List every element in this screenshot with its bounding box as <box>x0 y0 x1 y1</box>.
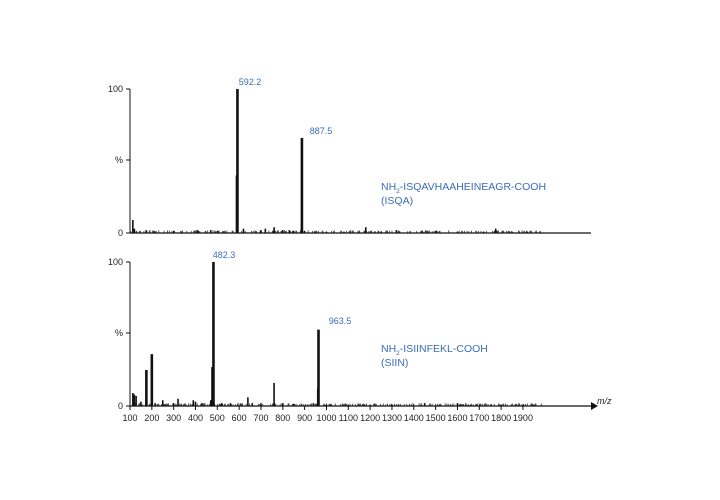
y-tick-label-0: 0 <box>118 228 123 238</box>
x-tick-label: 300 <box>166 413 181 423</box>
x-tick-label: 200 <box>144 413 159 423</box>
peak-label: 887.5 <box>310 126 333 136</box>
x-tick-label: 1100 <box>339 413 358 423</box>
peak-bars <box>132 262 542 406</box>
x-tick-label: 1600 <box>447 413 467 423</box>
peptide-subscript: 2 <box>396 188 400 195</box>
peptide-prefix: NH <box>381 343 396 355</box>
peptide-suffix: -ISQAVHAAHEINEAGR-COOH <box>400 181 546 193</box>
x-tick-label: 100 <box>122 413 137 423</box>
peptide-short-name: (ISQA) <box>381 195 413 207</box>
x-tick-label: 1500 <box>426 413 446 423</box>
spectrum-panel-isqa: 100 % 0 592.2 887.5 NH2-ISQAVHAAHEINEAGR… <box>108 77 591 238</box>
peak-label: 963.5 <box>329 316 352 326</box>
y-axis-label: % <box>115 328 123 338</box>
peptide-suffix: -ISIINFEKL-COOH <box>400 343 488 355</box>
peptide-prefix: NH <box>381 181 396 193</box>
spectrum-panel-siin: 100 % 0 482.3 963.5 NH2-ISIINFEKL-COOH (… <box>108 250 612 423</box>
x-axis-arrow <box>591 402 598 410</box>
x-tick-label: 1400 <box>404 413 424 423</box>
peptide-sequence: NH2-ISQAVHAAHEINEAGR-COOH <box>381 181 546 195</box>
x-tick-label: 500 <box>210 413 225 423</box>
peak-label: 482.3 <box>213 250 236 260</box>
x-tick-label: 1200 <box>360 413 380 423</box>
x-ticks: 100 200 300 400 500 600 700 800 900 1000 1100 1200 1… <box>122 406 533 423</box>
peptide-sequence: NH2-ISIINFEKL-COOH <box>381 343 488 357</box>
x-tick-label: 700 <box>253 413 268 423</box>
x-tick-label: 900 <box>297 413 312 423</box>
x-tick-label: 1000 <box>316 413 336 423</box>
peak-label: 592.2 <box>239 77 262 87</box>
peak-bars <box>130 89 541 233</box>
y-tick-label-0: 0 <box>118 401 123 411</box>
peptide-short-name: (SIIN) <box>381 357 408 369</box>
x-axis-label: m/z <box>597 396 612 406</box>
x-tick-label: 800 <box>275 413 290 423</box>
x-tick-label: 1700 <box>469 413 489 423</box>
peptide-subscript: 2 <box>396 350 400 357</box>
x-tick-label: 1900 <box>513 413 533 423</box>
x-tick-label: 1300 <box>382 413 402 423</box>
y-tick-label-100: 100 <box>108 257 123 267</box>
x-tick-label: 400 <box>188 413 203 423</box>
x-tick-label: 1800 <box>491 413 511 423</box>
y-tick-label-100: 100 <box>108 84 123 94</box>
y-axis-label: % <box>115 155 123 165</box>
x-tick-label: 600 <box>232 413 247 423</box>
